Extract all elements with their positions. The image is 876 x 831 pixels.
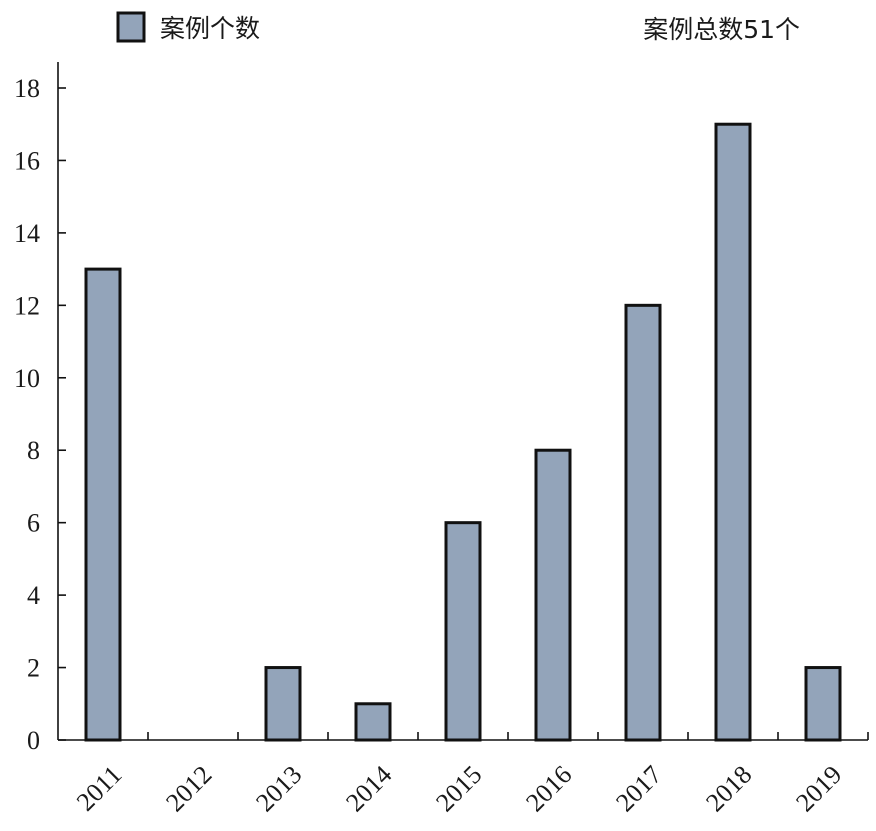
y-tick-label: 12 bbox=[14, 291, 40, 320]
x-axis-ticks: 2011 2012 2013 2014 2015 2016 2017 2018 2019 bbox=[71, 732, 869, 817]
x-tick-label: 2019 bbox=[790, 760, 847, 817]
y-tick-label: 6 bbox=[27, 509, 40, 538]
x-tick-label: 2015 bbox=[430, 760, 487, 817]
bar-2016 bbox=[534, 448, 572, 742]
bar-series bbox=[84, 122, 842, 742]
y-tick-label: 0 bbox=[27, 726, 40, 755]
bar-2017 bbox=[624, 303, 662, 742]
legend: 案例个数 bbox=[116, 11, 260, 43]
bar-2018 bbox=[714, 122, 752, 742]
x-tick-label: 2013 bbox=[250, 760, 307, 817]
bar-2014 bbox=[354, 702, 392, 742]
bar-2015 bbox=[444, 521, 482, 742]
y-tick-label: 8 bbox=[27, 436, 40, 465]
legend-label: 案例个数 bbox=[160, 14, 260, 43]
x-tick-label: 2018 bbox=[700, 760, 757, 817]
y-tick-label: 4 bbox=[27, 581, 40, 610]
x-tick-label: 2016 bbox=[520, 760, 577, 817]
bar-2013 bbox=[264, 666, 302, 742]
y-tick-label: 16 bbox=[14, 146, 40, 175]
bar-2011 bbox=[84, 267, 122, 742]
total-annotation: 案例总数51个 bbox=[643, 15, 800, 44]
y-tick-label: 14 bbox=[14, 219, 40, 248]
x-tick-label: 2014 bbox=[340, 760, 397, 817]
x-tick-label: 2011 bbox=[71, 760, 128, 817]
y-tick-label: 2 bbox=[27, 654, 40, 683]
y-tick-label: 18 bbox=[14, 74, 40, 103]
legend-swatch bbox=[116, 11, 146, 43]
y-axis-ticks: 0 2 4 6 8 10 12 14 16 18 bbox=[14, 74, 66, 755]
x-tick-label: 2012 bbox=[160, 760, 217, 817]
bar-2019 bbox=[804, 666, 842, 742]
y-tick-label: 10 bbox=[14, 364, 40, 393]
x-tick-label: 2017 bbox=[610, 760, 667, 817]
